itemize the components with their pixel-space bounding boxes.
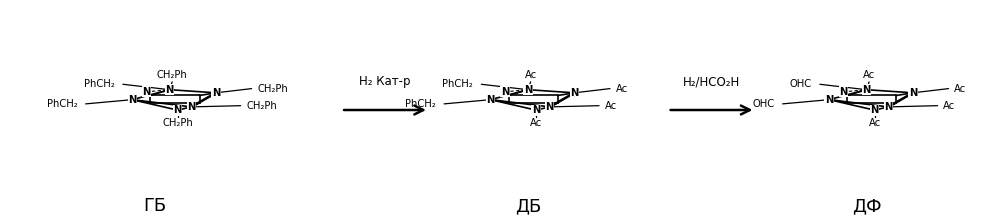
Text: Ac: Ac xyxy=(524,70,536,80)
Text: PhCH₂: PhCH₂ xyxy=(405,99,436,109)
Text: N: N xyxy=(545,102,554,112)
Text: OHC: OHC xyxy=(790,79,812,89)
Text: N: N xyxy=(862,85,870,95)
Text: PhCH₂: PhCH₂ xyxy=(84,79,115,89)
Text: CH₂Ph: CH₂Ph xyxy=(163,118,193,128)
Text: N: N xyxy=(128,95,137,105)
Text: N: N xyxy=(825,95,833,105)
Text: ГБ: ГБ xyxy=(144,197,166,215)
Text: N: N xyxy=(487,95,495,105)
Text: N: N xyxy=(187,102,195,112)
Text: Ac: Ac xyxy=(954,84,966,93)
Text: Ac: Ac xyxy=(604,101,617,111)
Text: H₂ Кат-р: H₂ Кат-р xyxy=(359,75,411,88)
Text: CH₂Ph: CH₂Ph xyxy=(246,101,277,111)
Text: N: N xyxy=(143,87,151,97)
Text: N: N xyxy=(570,88,578,98)
Text: ДФ: ДФ xyxy=(852,197,881,215)
Text: ДБ: ДБ xyxy=(515,197,541,215)
Text: Ac: Ac xyxy=(863,70,875,80)
Text: N: N xyxy=(531,105,540,115)
Text: N: N xyxy=(523,85,532,95)
Text: Ac: Ac xyxy=(530,118,542,128)
Text: N: N xyxy=(500,87,509,97)
Text: PhCH₂: PhCH₂ xyxy=(443,79,474,89)
Text: N: N xyxy=(211,88,220,98)
Text: CH₂Ph: CH₂Ph xyxy=(157,70,187,80)
Text: Ac: Ac xyxy=(868,118,880,128)
Text: N: N xyxy=(173,105,181,115)
Text: CH₂Ph: CH₂Ph xyxy=(257,84,288,93)
Text: Ac: Ac xyxy=(943,101,955,111)
Text: PhCH₂: PhCH₂ xyxy=(47,99,78,109)
Text: N: N xyxy=(166,85,173,95)
Text: N: N xyxy=(908,88,917,98)
Text: Ac: Ac xyxy=(615,84,628,93)
Text: N: N xyxy=(870,105,878,115)
Text: OHC: OHC xyxy=(753,99,775,109)
Text: H₂/HCO₂H: H₂/HCO₂H xyxy=(683,75,740,88)
Text: N: N xyxy=(884,102,892,112)
Text: N: N xyxy=(839,87,847,97)
